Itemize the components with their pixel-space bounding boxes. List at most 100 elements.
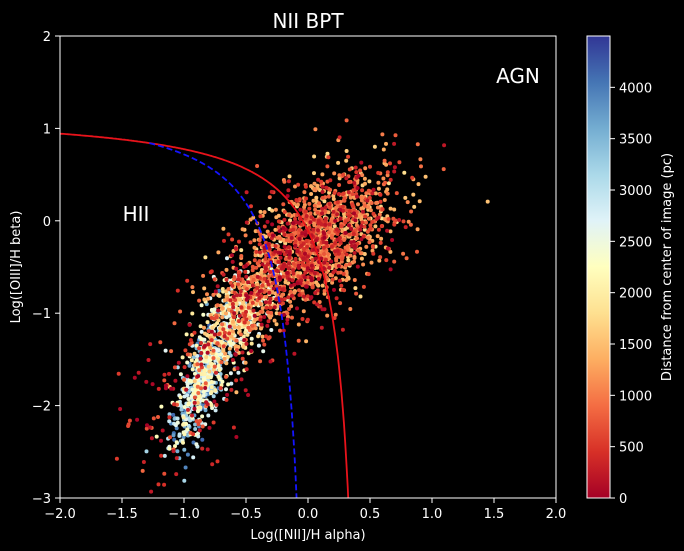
scatter-point bbox=[384, 258, 389, 263]
scatter-point bbox=[175, 449, 180, 454]
scatter-point bbox=[347, 208, 352, 213]
colorbar-tick-label: 0 bbox=[619, 492, 627, 507]
scatter-point bbox=[176, 360, 181, 365]
scatter-point bbox=[231, 425, 236, 430]
scatter-point bbox=[262, 315, 267, 319]
scatter-point bbox=[231, 305, 236, 310]
scatter-point bbox=[238, 332, 243, 337]
scatter-point bbox=[330, 280, 335, 285]
scatter-point bbox=[344, 149, 349, 153]
scatter-point bbox=[308, 296, 313, 301]
scatter-point bbox=[244, 287, 249, 291]
scatter-point bbox=[366, 188, 371, 193]
scatter-point bbox=[297, 288, 301, 293]
scatter-point bbox=[248, 217, 253, 222]
scatter-point bbox=[194, 343, 199, 348]
scatter-point bbox=[198, 324, 203, 329]
scatter-point bbox=[364, 244, 369, 249]
scatter-point bbox=[174, 472, 179, 477]
scatter-point bbox=[291, 271, 296, 276]
scatter-point bbox=[182, 377, 187, 382]
scatter-point bbox=[320, 307, 325, 312]
scatter-point bbox=[267, 300, 272, 305]
scatter-point bbox=[276, 219, 281, 224]
scatter-point bbox=[202, 286, 207, 291]
scatter-point bbox=[175, 288, 180, 293]
scatter-point bbox=[311, 217, 316, 222]
scatter-point bbox=[333, 276, 338, 281]
scatter-point bbox=[191, 290, 195, 295]
scatter-point bbox=[257, 296, 262, 300]
scatter-point bbox=[287, 213, 291, 218]
scatter-point bbox=[272, 318, 277, 323]
scatter-point bbox=[249, 336, 254, 341]
scatter-point bbox=[192, 330, 197, 335]
scatter-point bbox=[294, 198, 299, 202]
scatter-point bbox=[359, 198, 364, 203]
scatter-point bbox=[243, 264, 248, 268]
scatter-point bbox=[273, 227, 278, 232]
scatter-point bbox=[403, 225, 408, 230]
scatter-point bbox=[353, 218, 358, 223]
scatter-point bbox=[197, 298, 202, 303]
scatter-point bbox=[184, 332, 189, 337]
scatter-point bbox=[265, 229, 270, 234]
scatter-point bbox=[209, 403, 214, 408]
scatter-point bbox=[192, 400, 197, 405]
scatter-point bbox=[339, 283, 344, 288]
scatter-point bbox=[377, 212, 382, 217]
scatter-point bbox=[311, 198, 316, 203]
scatter-point bbox=[205, 375, 210, 380]
scatter-point bbox=[267, 232, 272, 237]
scatter-point bbox=[354, 232, 359, 237]
scatter-point bbox=[388, 206, 393, 211]
scatter-point bbox=[365, 205, 370, 210]
scatter-point bbox=[209, 329, 214, 334]
scatter-point bbox=[319, 256, 324, 261]
scatter-point bbox=[114, 456, 119, 461]
scatter-point bbox=[194, 442, 199, 447]
scatter-point bbox=[287, 277, 292, 282]
scatter-point bbox=[343, 245, 348, 250]
scatter-point bbox=[249, 291, 254, 295]
scatter-point bbox=[174, 440, 179, 445]
scatter-point bbox=[378, 192, 383, 197]
scatter-point bbox=[376, 180, 381, 185]
scatter-point bbox=[320, 184, 325, 189]
y-tick-label: −3 bbox=[32, 492, 51, 507]
scatter-point bbox=[285, 270, 290, 275]
scatter-point bbox=[249, 275, 254, 280]
scatter-point bbox=[303, 184, 308, 189]
scatter-point bbox=[405, 200, 410, 205]
scatter-point bbox=[331, 270, 336, 275]
scatter-point bbox=[300, 231, 305, 236]
scatter-point bbox=[225, 256, 229, 261]
scatter-point bbox=[267, 195, 272, 200]
scatter-point bbox=[301, 256, 306, 261]
scatter-point bbox=[410, 175, 415, 180]
scatter-point bbox=[419, 164, 423, 169]
colorbar-tick-label: 4000 bbox=[619, 81, 652, 96]
scatter-point bbox=[416, 182, 421, 187]
scatter-point bbox=[185, 278, 190, 283]
scatter-point bbox=[353, 286, 358, 291]
scatter-point bbox=[221, 344, 226, 349]
scatter-point bbox=[282, 210, 287, 214]
scatter-point bbox=[230, 283, 235, 288]
scatter-point bbox=[189, 394, 194, 399]
scatter-point bbox=[320, 283, 325, 288]
scatter-point bbox=[267, 290, 272, 295]
scatter-point bbox=[236, 370, 241, 375]
scatter-point bbox=[238, 297, 243, 302]
scatter-point bbox=[286, 266, 291, 271]
scatter-point bbox=[147, 425, 152, 430]
scatter-point bbox=[271, 286, 276, 291]
scatter-point bbox=[211, 292, 216, 297]
scatter-point bbox=[135, 417, 140, 422]
scatter-point bbox=[320, 211, 324, 216]
scatter-point bbox=[252, 258, 257, 263]
scatter-point bbox=[232, 311, 237, 316]
scatter-point bbox=[363, 181, 367, 186]
scatter-point bbox=[323, 257, 328, 262]
scatter-point bbox=[255, 164, 260, 168]
